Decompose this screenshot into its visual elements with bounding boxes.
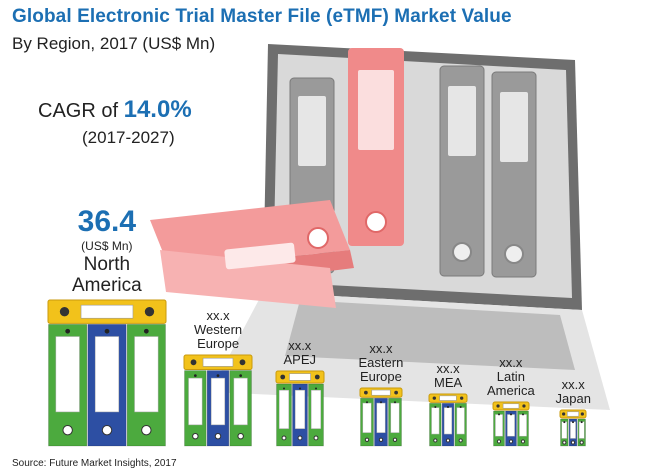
bar-western-europe: [183, 354, 253, 447]
value-label-latin-america: xx.x: [499, 355, 523, 370]
page-subtitle: By Region, 2017 (US$ Mn): [12, 34, 216, 53]
value-label-apej: xx.x: [288, 338, 312, 353]
bar-mea: [428, 393, 468, 447]
cagr-of: of: [101, 100, 119, 122]
cagr-period: (2017-2027): [82, 128, 175, 147]
cagr-label: CAGR: [38, 100, 96, 122]
bar-north-america: [47, 299, 167, 447]
region-label-apej: xx.x APEJ: [284, 339, 317, 367]
unit-label: (US$ Mn): [81, 239, 133, 253]
value-label-eastern-europe: xx.x: [369, 341, 393, 356]
category-label-japan-0: Japan: [555, 391, 591, 406]
region-label-north-america: 36.4 (US$ Mn) North America: [72, 205, 142, 297]
category-label-eastern-europe-0: Eastern: [358, 355, 404, 370]
bar-eastern-europe: [359, 387, 403, 447]
value-label-north-america: 36.4: [77, 205, 137, 238]
category-label-apej-0: APEJ: [283, 352, 317, 367]
bar-japan: [559, 409, 587, 447]
cagr-callout: CAGR of 14.0%: [38, 96, 192, 124]
category-label-north-america-0: North: [83, 254, 131, 275]
region-label-japan: xx.x Japan: [556, 378, 591, 406]
category-label-western-europe-0: Western: [194, 322, 243, 337]
value-label-mea: xx.x: [436, 361, 460, 376]
bar-apej: [275, 370, 325, 447]
bar-latin-america: [492, 401, 530, 447]
category-label-eastern-europe-1: Europe: [359, 369, 402, 384]
region-label-western-europe: xx.x Western Europe: [194, 309, 242, 351]
category-label-mea-0: MEA: [434, 375, 463, 390]
category-label-latin-america-0: Latin: [496, 369, 525, 384]
category-label-western-europe-1: Europe: [197, 336, 240, 351]
value-label-japan: xx.x: [561, 377, 585, 392]
region-label-latin-america: xx.x Latin America: [487, 356, 535, 398]
region-label-mea: xx.x MEA: [434, 362, 462, 390]
source-note: Source: Future Market Insights, 2017: [12, 458, 177, 469]
region-label-eastern-europe: xx.x Eastern Europe: [359, 342, 404, 384]
page-title: Global Electronic Trial Master File (eTM…: [12, 6, 512, 27]
value-label-western-europe: xx.x: [206, 308, 230, 323]
category-label-latin-america-1: America: [487, 383, 535, 398]
cagr-value: 14.0%: [123, 96, 192, 123]
category-label-north-america-1: America: [72, 275, 142, 296]
